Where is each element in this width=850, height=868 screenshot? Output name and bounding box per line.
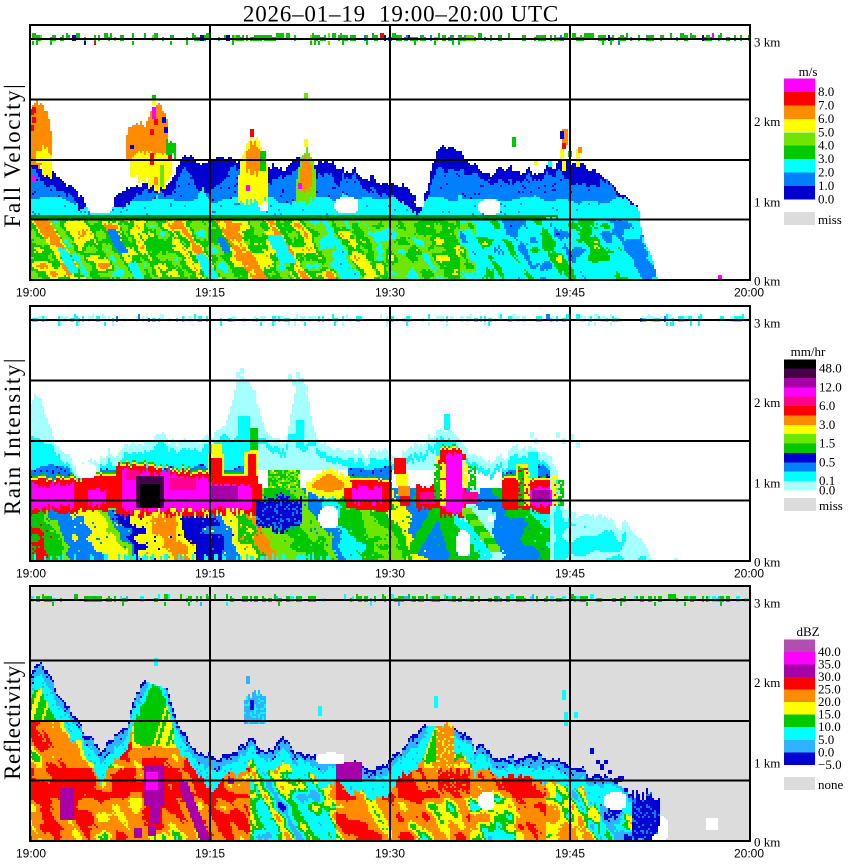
svg-text:8.0: 8.0 <box>818 84 834 99</box>
svg-text:−5.0: −5.0 <box>818 757 842 772</box>
svg-text:12.0: 12.0 <box>819 379 842 394</box>
svg-text:1 km: 1 km <box>754 195 780 210</box>
svg-text:1.0: 1.0 <box>818 178 834 193</box>
svg-text:19:00: 19:00 <box>16 286 46 300</box>
svg-text:6.0: 6.0 <box>818 111 834 126</box>
svg-text:mm/hr: mm/hr <box>791 344 826 359</box>
svg-text:miss: miss <box>818 212 842 227</box>
svg-text:Reflectivity|: Reflectivity| <box>0 660 25 780</box>
svg-text:1 km: 1 km <box>754 476 780 491</box>
svg-text:3.0: 3.0 <box>819 417 835 432</box>
svg-text:0.0: 0.0 <box>818 192 834 207</box>
svg-text:19:30: 19:30 <box>375 847 405 861</box>
svg-text:20:00: 20:00 <box>734 847 764 861</box>
svg-text:0 km: 0 km <box>754 835 780 850</box>
svg-text:4.0: 4.0 <box>818 138 834 153</box>
svg-text:19:15: 19:15 <box>195 286 225 300</box>
svg-text:25.0: 25.0 <box>818 682 841 697</box>
svg-text:7.0: 7.0 <box>818 97 834 112</box>
svg-text:3 km: 3 km <box>754 596 780 611</box>
svg-text:19:00: 19:00 <box>16 847 46 861</box>
svg-text:Rain Intensity|: Rain Intensity| <box>0 357 25 515</box>
svg-text:2 km: 2 km <box>754 114 780 129</box>
svg-text:19:30: 19:30 <box>375 286 405 300</box>
svg-text:none: none <box>818 777 844 792</box>
svg-text:3 km: 3 km <box>754 316 780 331</box>
svg-text:19:45: 19:45 <box>555 847 585 861</box>
svg-text:35.0: 35.0 <box>818 657 841 672</box>
svg-text:19:15: 19:15 <box>195 567 225 581</box>
svg-text:48.0: 48.0 <box>819 361 842 376</box>
svg-text:5.0: 5.0 <box>818 732 834 747</box>
svg-text:19:45: 19:45 <box>555 286 585 300</box>
svg-text:20:00: 20:00 <box>734 567 764 581</box>
svg-text:1.5: 1.5 <box>819 436 835 451</box>
svg-text:15.0: 15.0 <box>818 707 841 722</box>
svg-text:0.1: 0.1 <box>819 473 835 488</box>
svg-text:0.5: 0.5 <box>819 454 835 469</box>
svg-text:0 km: 0 km <box>754 555 780 570</box>
svg-text:2 km: 2 km <box>754 395 780 410</box>
svg-text:5.0: 5.0 <box>818 124 834 139</box>
svg-text:miss: miss <box>819 498 843 513</box>
svg-text:dBZ: dBZ <box>796 624 819 639</box>
svg-text:Fall Velocity|: Fall Velocity| <box>0 83 25 228</box>
svg-text:19:45: 19:45 <box>555 567 585 581</box>
svg-text:0 km: 0 km <box>754 274 780 289</box>
svg-text:0.0: 0.0 <box>819 482 835 497</box>
svg-text:19:00: 19:00 <box>16 567 46 581</box>
svg-text:2026–01–19 19:00–20:00 UTC: 2026–01–19 19:00–20:00 UTC <box>243 2 559 27</box>
svg-text:20.0: 20.0 <box>818 694 841 709</box>
svg-text:0.0: 0.0 <box>818 744 834 759</box>
svg-text:30.0: 30.0 <box>818 669 841 684</box>
svg-text:10.0: 10.0 <box>818 719 841 734</box>
svg-text:3 km: 3 km <box>754 35 780 50</box>
svg-text:2 km: 2 km <box>754 675 780 690</box>
svg-text:19:15: 19:15 <box>195 847 225 861</box>
svg-text:m/s: m/s <box>799 64 818 79</box>
svg-text:20:00: 20:00 <box>734 286 764 300</box>
svg-text:1 km: 1 km <box>754 756 780 771</box>
svg-text:19:30: 19:30 <box>375 567 405 581</box>
svg-text:2.0: 2.0 <box>818 165 834 180</box>
svg-text:3.0: 3.0 <box>818 151 834 166</box>
svg-text:6.0: 6.0 <box>819 398 835 413</box>
svg-text:40.0: 40.0 <box>818 644 841 659</box>
